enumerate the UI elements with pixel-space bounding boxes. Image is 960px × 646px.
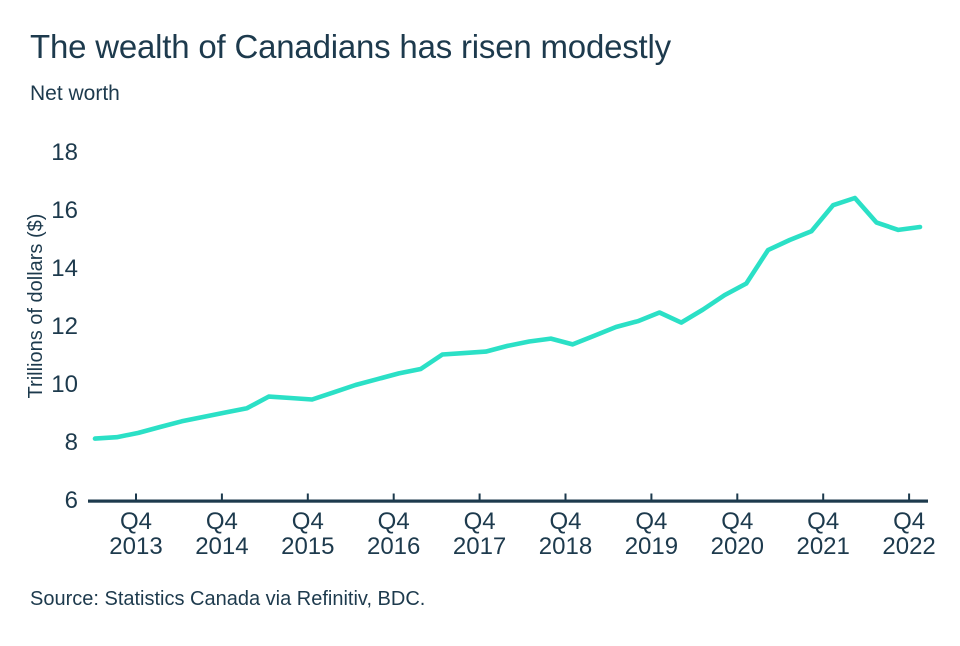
x-tick-label: Q4 2015 (263, 509, 353, 559)
x-tick-label: Q4 2018 (521, 509, 611, 559)
x-tick-label: Q4 2019 (606, 509, 696, 559)
x-tick-quarter: Q4 (721, 508, 754, 535)
x-tick-year: 2014 (195, 533, 249, 560)
y-tick-label: 18 (51, 139, 78, 166)
x-axis-tick (564, 493, 567, 500)
x-axis-tick (392, 493, 395, 500)
x-tick-quarter: Q4 (291, 508, 324, 535)
x-tick-quarter: Q4 (119, 508, 152, 535)
x-tick-quarter: Q4 (205, 508, 238, 535)
y-tick-label: 14 (51, 255, 78, 282)
x-tick-quarter: Q4 (893, 508, 926, 535)
x-tick-year: 2021 (796, 533, 850, 560)
x-axis-tick (135, 493, 137, 500)
x-tick-year: 2015 (281, 533, 335, 560)
y-tick-label: 8 (64, 429, 78, 456)
y-tick-label: 10 (51, 371, 78, 398)
x-axis-tick (650, 493, 653, 500)
x-axis-tick (220, 493, 223, 500)
x-tick-quarter: Q4 (635, 508, 668, 535)
x-tick-label: Q4 2017 (435, 509, 525, 559)
x-tick-label: Q4 2014 (177, 509, 267, 559)
chart-title: The wealth of Canadians has risen modest… (30, 28, 671, 65)
x-tick-label: Q4 2022 (864, 509, 954, 559)
x-tick-year: 2013 (109, 533, 163, 560)
x-tick-year: 2017 (452, 533, 507, 560)
x-tick-label: Q4 2021 (778, 509, 868, 559)
x-tick-year: 2019 (624, 533, 679, 560)
x-tick-year: 2018 (538, 533, 593, 560)
x-tick-label: Q4 2020 (692, 509, 782, 559)
x-tick-quarter: Q4 (549, 508, 582, 535)
x-axis-tick (736, 493, 739, 500)
x-tick-quarter: Q4 (807, 508, 840, 535)
x-tick-quarter: Q4 (463, 508, 496, 535)
x-axis-tick (908, 493, 911, 500)
x-tick-year: 2020 (710, 533, 764, 560)
source-note: Source: Statistics Canada via Refinitiv,… (30, 588, 426, 610)
y-tick-label: 12 (51, 313, 78, 340)
x-tick-year: 2022 (882, 533, 936, 560)
x-axis-tick (306, 493, 309, 500)
x-axis-tick (478, 493, 481, 500)
y-tick-label: 16 (51, 197, 78, 224)
chart-subtitle: Net worth (30, 82, 120, 105)
x-tick-label: Q4 2016 (349, 509, 439, 559)
x-tick-quarter: Q4 (377, 508, 410, 535)
net-worth-series-line (92, 195, 923, 441)
x-tick-label: Q4 2013 (91, 509, 181, 559)
y-tick-label: 6 (64, 487, 78, 514)
x-axis-line (88, 499, 928, 503)
x-axis-tick (822, 493, 825, 500)
x-tick-year: 2016 (366, 533, 421, 560)
